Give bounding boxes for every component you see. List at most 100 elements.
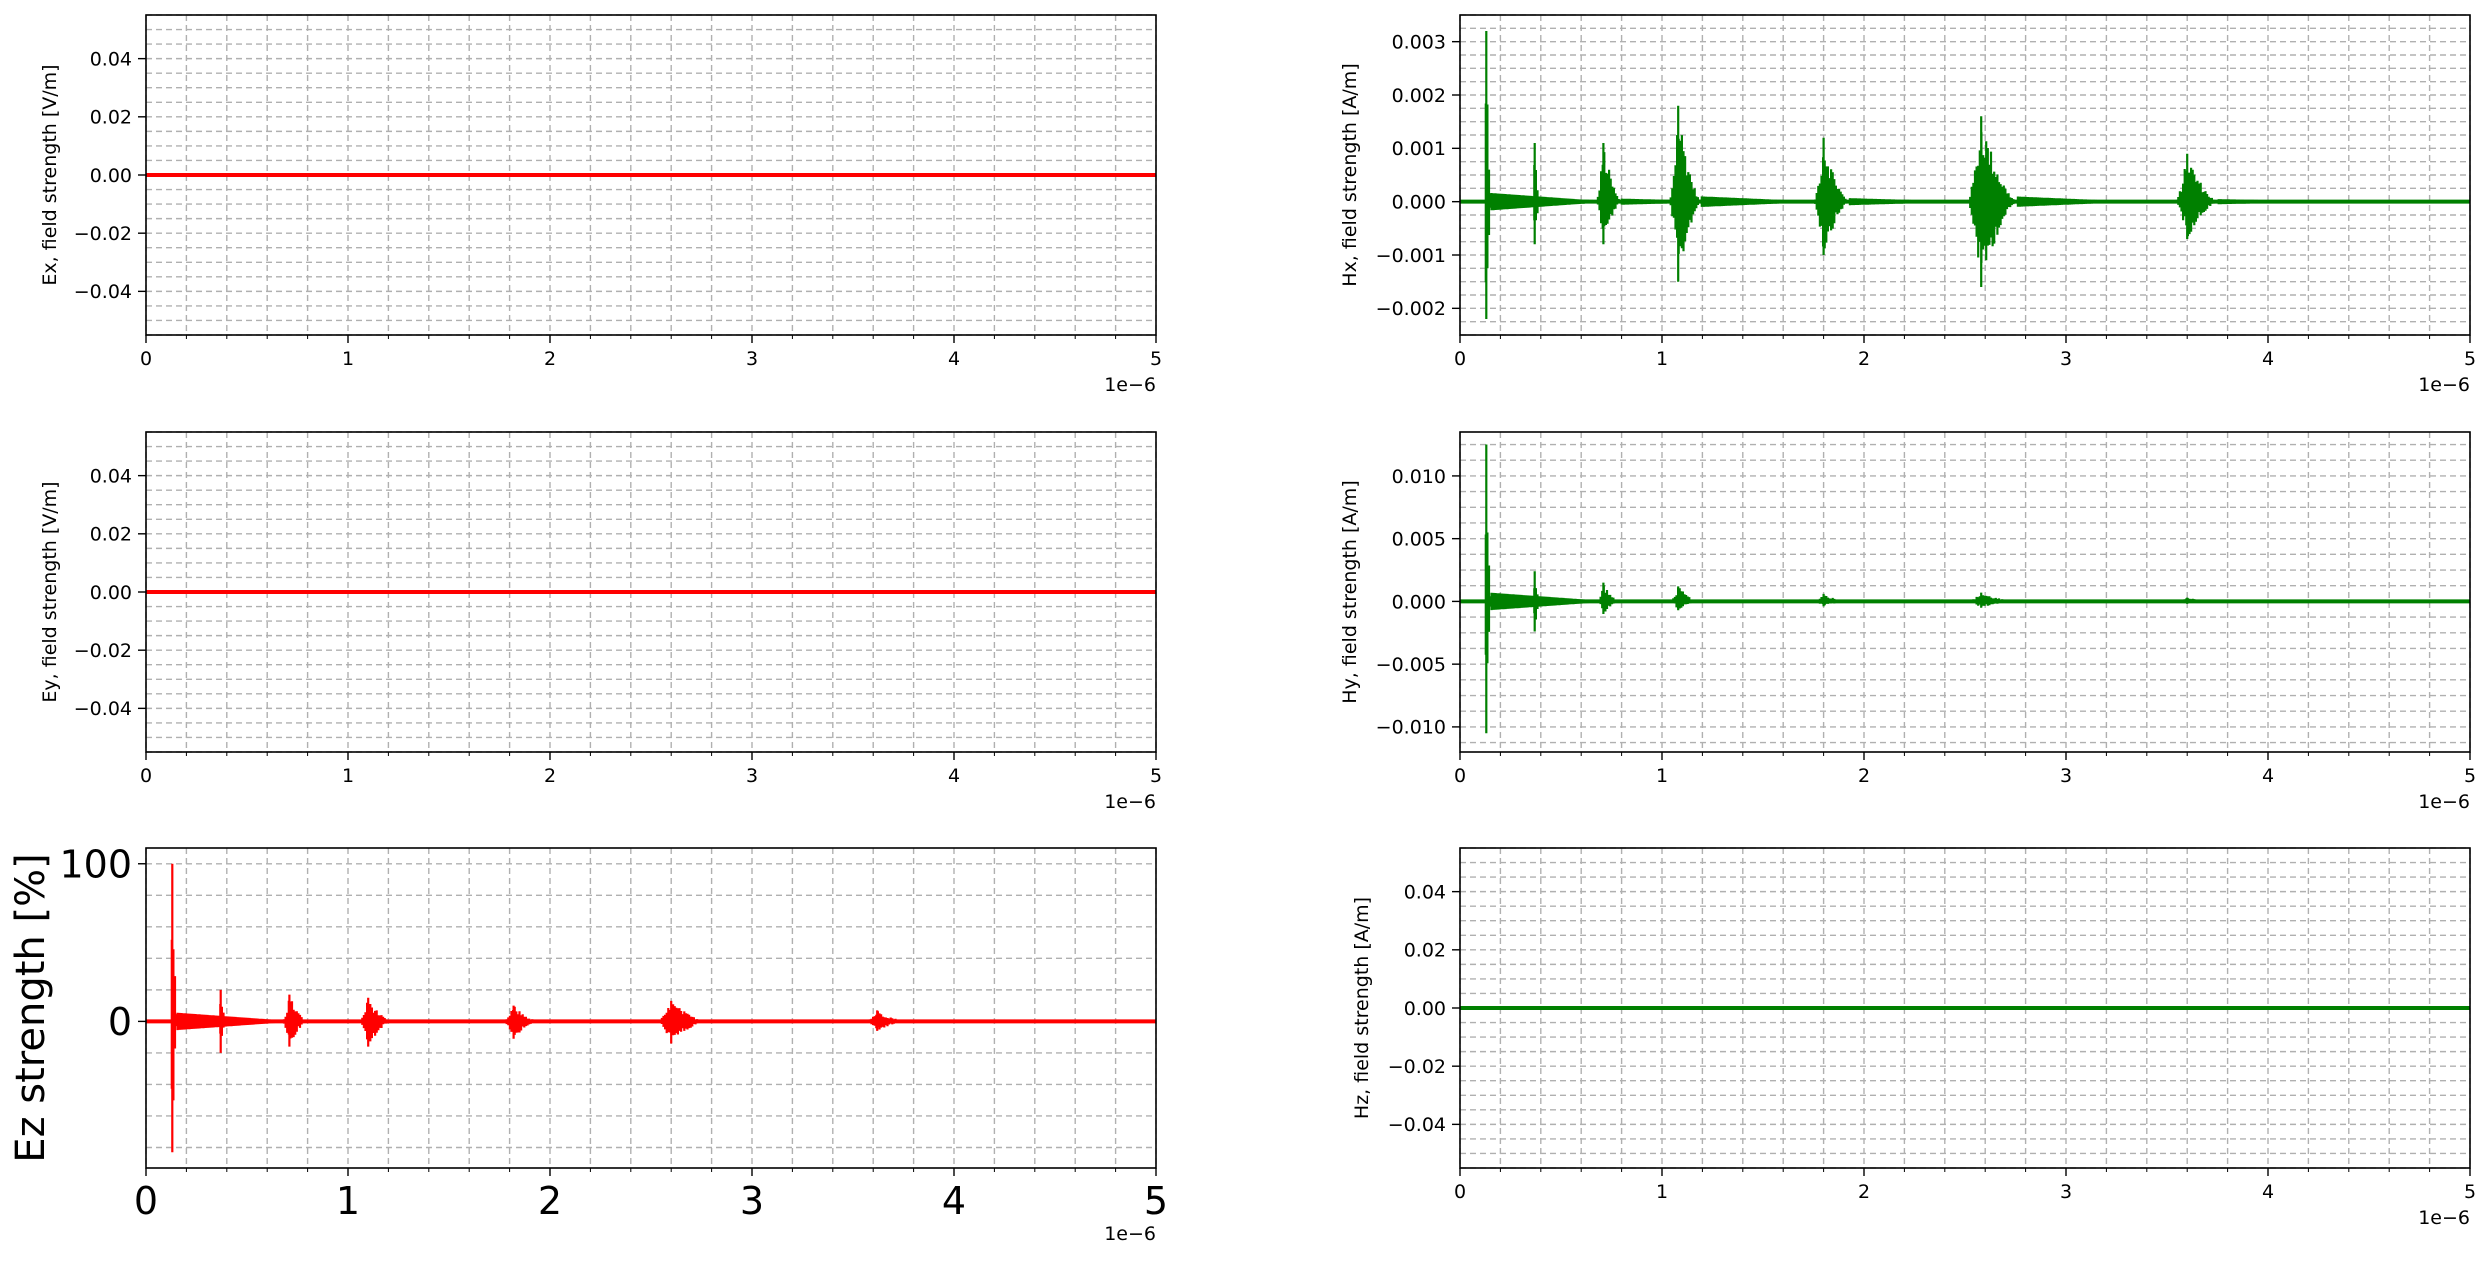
y-tick-label: −0.005: [1376, 654, 1446, 676]
x-tick-label: 2: [1858, 348, 1870, 370]
y-tick-label: 0.00: [90, 582, 132, 604]
y-tick-label: 100: [59, 842, 132, 886]
x-tick-label: 2: [538, 1179, 562, 1223]
burst-path: [865, 1010, 908, 1031]
y-tick-label: 0.002: [1392, 85, 1446, 107]
burst-tail: [907, 1020, 1020, 1022]
burst-path: [359, 997, 393, 1047]
grid: [1459, 432, 2471, 752]
plot-area: [1460, 31, 2470, 319]
y-tick-label: 0.00: [1404, 998, 1446, 1020]
x-tick-label: 2: [1858, 1181, 1870, 1203]
x-tick-label: 4: [2262, 765, 2274, 787]
y-tick-label: 0.000: [1392, 192, 1446, 214]
x-tick-label: 4: [2262, 1181, 2274, 1203]
x-tick-label: 1: [1656, 1181, 1668, 1203]
burst-path: [1814, 137, 1850, 255]
grid: [145, 848, 1157, 1168]
burst-3: [1669, 105, 1821, 282]
x-tick-label: 0: [140, 348, 152, 370]
y-tick-label: 0: [108, 1000, 132, 1044]
burst-4: [1814, 593, 1957, 607]
burst-path: [1533, 571, 1541, 632]
burst-path: [2175, 597, 2217, 604]
x-tick-label: 2: [1858, 765, 1870, 787]
burst-tail: [1848, 198, 1969, 206]
x-offset-text: 1e−6: [1104, 791, 1156, 813]
x-tick-label: 5: [2464, 765, 2476, 787]
y-tick-label: −0.002: [1376, 298, 1446, 320]
burst-path: [1670, 586, 1699, 611]
panel-2: 0 1 2 3 4 5 1e−6 0.04 0.02 0.00 −0.02 −0.04 Ey, fiel…: [39, 431, 1162, 813]
y-tick-label: 0.000: [1392, 591, 1446, 613]
burst-tail: [2217, 199, 2338, 205]
plot-area: [146, 863, 1156, 1153]
y-axis-label: Ex, field strength [V/m]: [39, 64, 61, 285]
y-tick-label: 0.04: [1404, 881, 1446, 903]
x-tick-label: 4: [948, 765, 960, 787]
axes-frame: [1459, 431, 2471, 753]
x-tick-label: 1: [1656, 348, 1668, 370]
y-tick-label: 0.04: [90, 465, 132, 487]
y-tick-label: −0.02: [1388, 1056, 1446, 1078]
burst-path: [2175, 153, 2220, 239]
x-tick-label: 3: [2060, 348, 2072, 370]
burst-tail: [538, 1020, 655, 1023]
burst-3: [359, 997, 507, 1047]
panel-1: 0 1 2 3 4 5 1e−6 0.003 0.002 0.001 0.000 −0.001 −0.0…: [1339, 14, 2476, 396]
grid: [1459, 14, 2471, 336]
panel-4: 0 1 2 3 4 51e−6 100 0 Ez strength [%]: [8, 842, 1168, 1245]
burst-4: [504, 1005, 655, 1039]
burst-5: [1967, 116, 2137, 287]
burst-6: [2175, 153, 2338, 239]
x-tick-label: 5: [1150, 765, 1162, 787]
y-tick-label: −0.010: [1376, 717, 1446, 739]
burst-0: [1484, 444, 1611, 734]
x-tick-label: 1: [342, 765, 354, 787]
burst-tail: [2016, 601, 2127, 602]
x-tick-label: 1: [1656, 765, 1668, 787]
burst-3: [1670, 586, 1813, 611]
panel-3: 0 1 2 3 4 5 1e−6 0.010 0.005 0.000 −0.005 −0.010 Hy,…: [1339, 431, 2476, 813]
x-tick-label: 4: [948, 348, 960, 370]
x-tick-label: 0: [1454, 348, 1466, 370]
y-tick-label: −0.04: [1388, 1114, 1446, 1136]
burst-path: [1597, 582, 1620, 614]
y-tick-label: −0.02: [74, 640, 132, 662]
burst-path: [504, 1005, 540, 1039]
y-tick-label: 0.001: [1392, 138, 1446, 160]
burst-1: [1533, 143, 1660, 245]
y-axis-label: Hx, field strength [A/m]: [1339, 63, 1361, 286]
burst-4: [1814, 137, 1969, 255]
x-tick-label: 5: [1150, 348, 1162, 370]
x-tick-label: 2: [544, 765, 556, 787]
x-offset-text: 1e−6: [2418, 791, 2470, 813]
x-offset-text: 1e−6: [1104, 1223, 1156, 1245]
panel-0: 0 1 2 3 4 5 1e−6 0.04 0.02 0.00 −0.02 −0.04 Ex, fiel…: [39, 14, 1162, 396]
y-tick-label: 0.003: [1392, 32, 1446, 54]
x-offset-text: 1e−6: [2418, 1207, 2470, 1229]
plot-area: [1460, 444, 2470, 734]
x-tick-label: 5: [2464, 348, 2476, 370]
axes-frame: [1459, 14, 2471, 336]
x-offset-text: 1e−6: [2418, 374, 2470, 396]
y-axis-label: Ez strength [%]: [8, 853, 54, 1162]
burst-0: [170, 863, 297, 1153]
x-tick-label: 3: [2060, 1181, 2072, 1203]
x-tick-label: 0: [140, 765, 152, 787]
burst-6: [2175, 597, 2314, 604]
burst-path: [1596, 143, 1622, 245]
burst-tail: [706, 1020, 824, 1023]
burst-path: [219, 989, 227, 1053]
y-tick-label: −0.02: [74, 223, 132, 245]
y-tick-label: 0.005: [1392, 529, 1446, 551]
x-tick-label: 1: [336, 1179, 360, 1223]
burst-5: [1967, 592, 2127, 608]
x-tick-label: 4: [2262, 348, 2274, 370]
y-tick-label: 0.010: [1392, 466, 1446, 488]
burst-path: [657, 1000, 708, 1044]
burst-tail: [1698, 600, 1813, 603]
burst-path: [170, 863, 178, 1153]
burst-tail: [2016, 196, 2137, 207]
